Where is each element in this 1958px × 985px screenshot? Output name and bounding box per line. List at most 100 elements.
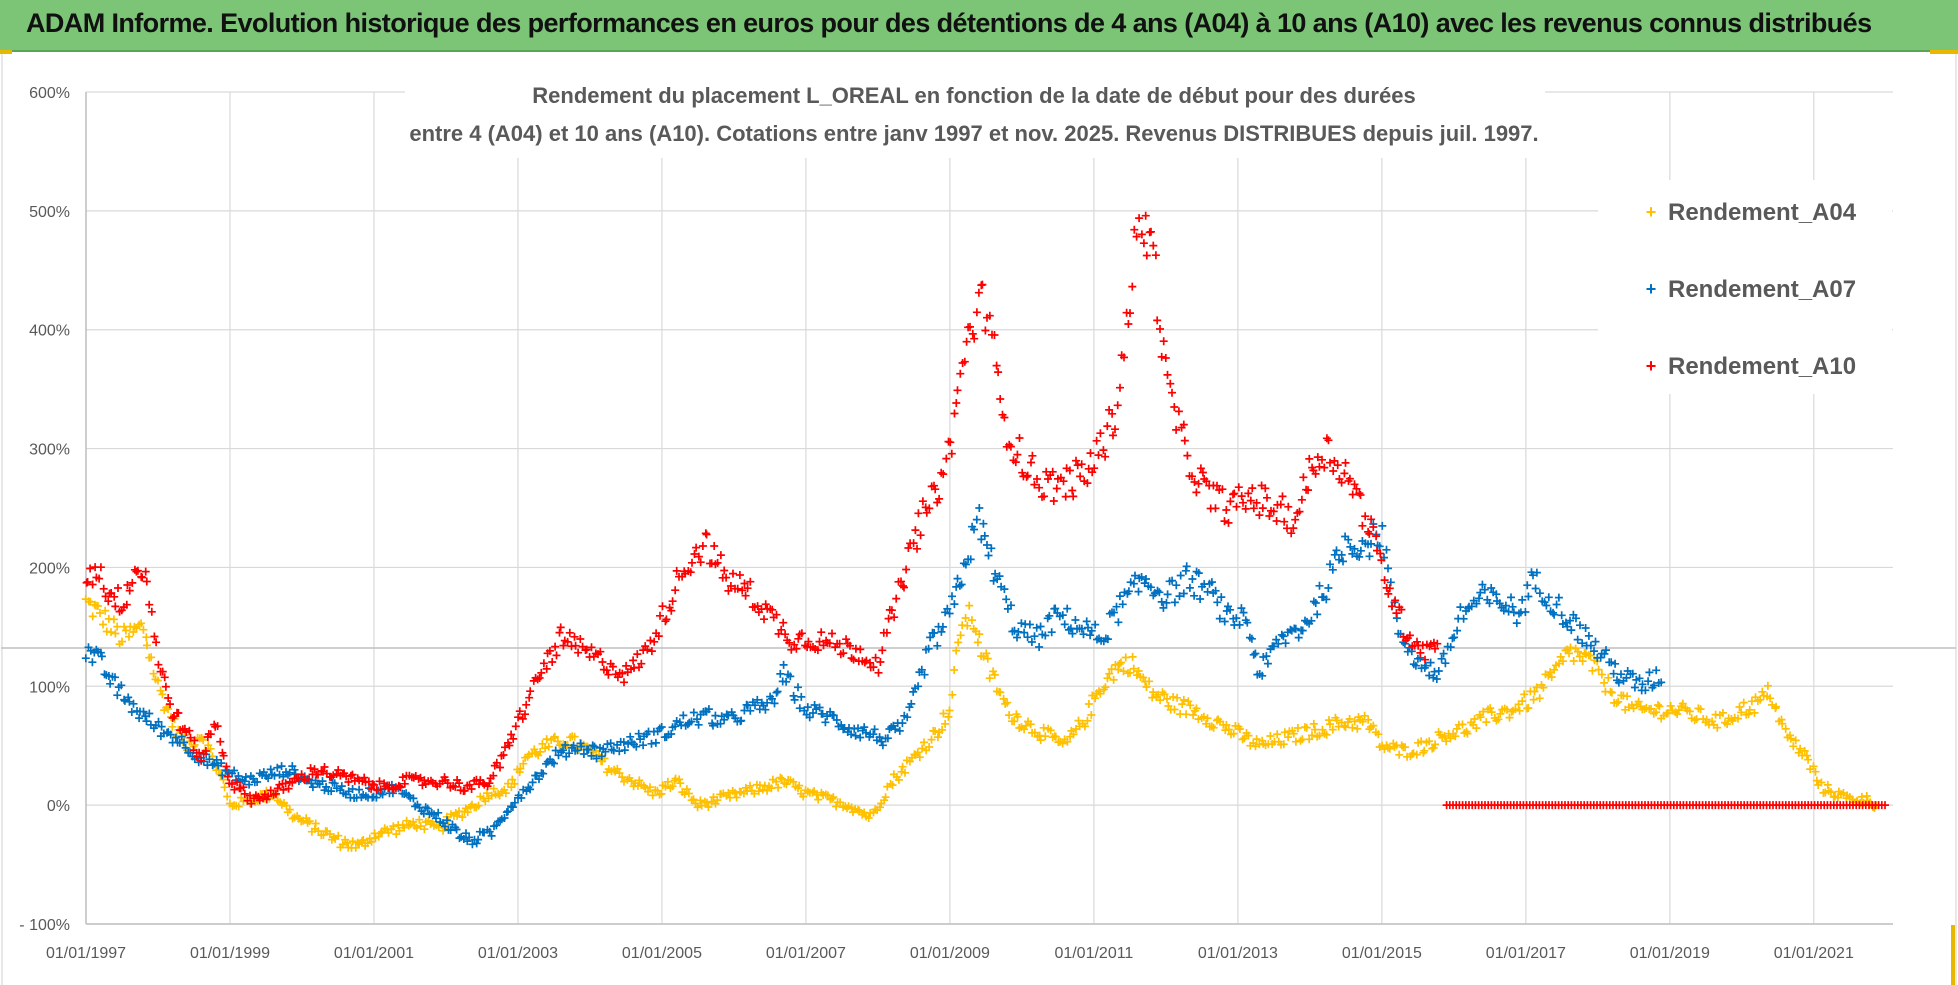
mark-rendement-a10 bbox=[828, 629, 836, 638]
mark-rendement-a07 bbox=[1047, 628, 1056, 637]
mark-rendement-a04 bbox=[199, 735, 208, 744]
mark-rendement-a04 bbox=[570, 732, 579, 741]
mark-rendement-a07 bbox=[1207, 578, 1216, 587]
mark-rendement-a07 bbox=[898, 719, 907, 728]
mark-rendement-a07 bbox=[96, 648, 105, 657]
mark-rendement-a07 bbox=[839, 725, 848, 734]
mark-rendement-a04 bbox=[125, 632, 133, 641]
mark-rendement-a04 bbox=[1199, 712, 1208, 721]
mark-rendement-a10 bbox=[694, 552, 703, 561]
mark-rendement-a07 bbox=[1332, 546, 1341, 555]
mark-rendement-a04 bbox=[754, 787, 763, 796]
mark-rendement-a07 bbox=[1330, 550, 1339, 559]
mark-rendement-a04 bbox=[1105, 669, 1114, 678]
mark-rendement-a04 bbox=[1291, 737, 1300, 746]
mark-rendement-a07 bbox=[1652, 666, 1661, 675]
mark-rendement-a07 bbox=[1521, 608, 1530, 616]
mark-rendement-a04 bbox=[918, 744, 927, 753]
mark-rendement-a07 bbox=[171, 733, 180, 742]
mark-rendement-a07 bbox=[142, 717, 151, 726]
mark-rendement-a04 bbox=[1451, 732, 1460, 741]
mark-rendement-a10 bbox=[1172, 425, 1181, 434]
mark-rendement-a10 bbox=[158, 667, 167, 676]
mark-rendement-a04 bbox=[823, 791, 832, 800]
mark-rendement-a07 bbox=[606, 739, 615, 748]
mark-rendement-a07 bbox=[1307, 616, 1316, 625]
mark-rendement-a10 bbox=[946, 438, 955, 447]
mark-rendement-a07 bbox=[106, 679, 115, 688]
mark-rendement-a10 bbox=[1263, 493, 1271, 502]
mark-rendement-a07 bbox=[995, 572, 1004, 581]
mark-rendement-a04 bbox=[1005, 711, 1014, 720]
mark-rendement-a10 bbox=[1157, 352, 1166, 361]
x-tick-label: 01/01/2021 bbox=[1774, 945, 1854, 962]
mark-rendement-a10 bbox=[781, 630, 790, 639]
mark-rendement-a10 bbox=[688, 558, 696, 567]
mark-rendement-a04 bbox=[1758, 687, 1767, 696]
mark-rendement-a10 bbox=[1149, 241, 1158, 250]
mark-rendement-a04 bbox=[220, 783, 229, 792]
mark-rendement-a04 bbox=[1600, 678, 1609, 687]
mark-rendement-a07 bbox=[1450, 633, 1459, 642]
mark-rendement-a07 bbox=[1478, 580, 1487, 589]
mark-rendement-a04 bbox=[1713, 723, 1722, 732]
mark-rendement-a10 bbox=[526, 687, 535, 696]
mark-rendement-a04 bbox=[1479, 707, 1488, 716]
mark-rendement-a07 bbox=[772, 688, 781, 697]
mark-rendement-a10 bbox=[724, 586, 733, 595]
mark-rendement-a07 bbox=[1226, 605, 1235, 614]
mark-rendement-a04 bbox=[1111, 660, 1120, 669]
mark-rendement-a07 bbox=[1087, 626, 1096, 635]
mark-rendement-a07 bbox=[474, 835, 483, 844]
mark-rendement-a10 bbox=[396, 783, 405, 792]
mark-rendement-a10 bbox=[656, 611, 664, 620]
y-tick-label: 600% bbox=[29, 85, 70, 102]
mark-rendement-a10 bbox=[1350, 480, 1359, 489]
mark-rendement-a07 bbox=[1600, 649, 1609, 658]
mark-rendement-a10 bbox=[150, 632, 159, 641]
mark-rendement-a04 bbox=[1666, 701, 1675, 710]
mark-rendement-a07 bbox=[1020, 628, 1029, 637]
mark-rendement-a10 bbox=[555, 628, 564, 637]
mark-rendement-a07 bbox=[1475, 594, 1483, 603]
mark-rendement-a10 bbox=[633, 650, 642, 659]
mark-rendement-a07 bbox=[273, 763, 282, 772]
mark-rendement-a04 bbox=[814, 795, 823, 804]
mark-rendement-a10 bbox=[702, 530, 711, 539]
mark-rendement-a10 bbox=[320, 763, 329, 771]
mark-rendement-a07 bbox=[1400, 639, 1409, 648]
mark-rendement-a04 bbox=[1503, 705, 1511, 714]
mark-rendement-a10 bbox=[240, 789, 249, 798]
mark-rendement-a07 bbox=[113, 691, 122, 700]
mark-rendement-a04 bbox=[111, 629, 120, 638]
mark-rendement-a07 bbox=[1091, 620, 1100, 629]
mark-rendement-a07 bbox=[795, 704, 804, 713]
mark-rendement-a04 bbox=[1186, 701, 1195, 710]
mark-rendement-a07 bbox=[569, 741, 578, 750]
mark-rendement-a04 bbox=[1046, 726, 1055, 735]
mark-rendement-a07 bbox=[579, 750, 588, 758]
mark-rendement-a04 bbox=[657, 789, 666, 798]
mark-rendement-a10 bbox=[1180, 436, 1189, 445]
mark-rendement-a10 bbox=[195, 748, 204, 757]
mark-rendement-a07 bbox=[522, 787, 531, 796]
mark-rendement-a04 bbox=[553, 737, 562, 746]
mark-rendement-a04 bbox=[1511, 705, 1520, 714]
mark-rendement-a04 bbox=[1823, 780, 1832, 789]
mark-rendement-a10 bbox=[1137, 230, 1146, 239]
mark-rendement-a10 bbox=[871, 653, 880, 662]
mark-rendement-a07 bbox=[1572, 614, 1580, 623]
data-marks bbox=[81, 211, 1889, 852]
mark-rendement-a10 bbox=[467, 785, 476, 793]
mark-rendement-a04 bbox=[1401, 743, 1410, 752]
mark-rendement-a07 bbox=[709, 721, 717, 730]
mark-rendement-a07 bbox=[588, 741, 597, 750]
mark-rendement-a10 bbox=[842, 635, 851, 644]
mark-rendement-a10 bbox=[1372, 532, 1381, 541]
mark-rendement-a07 bbox=[815, 703, 824, 712]
x-tick-label: 01/01/2011 bbox=[1054, 945, 1133, 962]
mark-rendement-a10 bbox=[960, 357, 969, 366]
mark-rendement-a04 bbox=[1163, 694, 1171, 703]
mark-rendement-a07 bbox=[1247, 634, 1256, 643]
mark-rendement-a10 bbox=[239, 783, 248, 792]
